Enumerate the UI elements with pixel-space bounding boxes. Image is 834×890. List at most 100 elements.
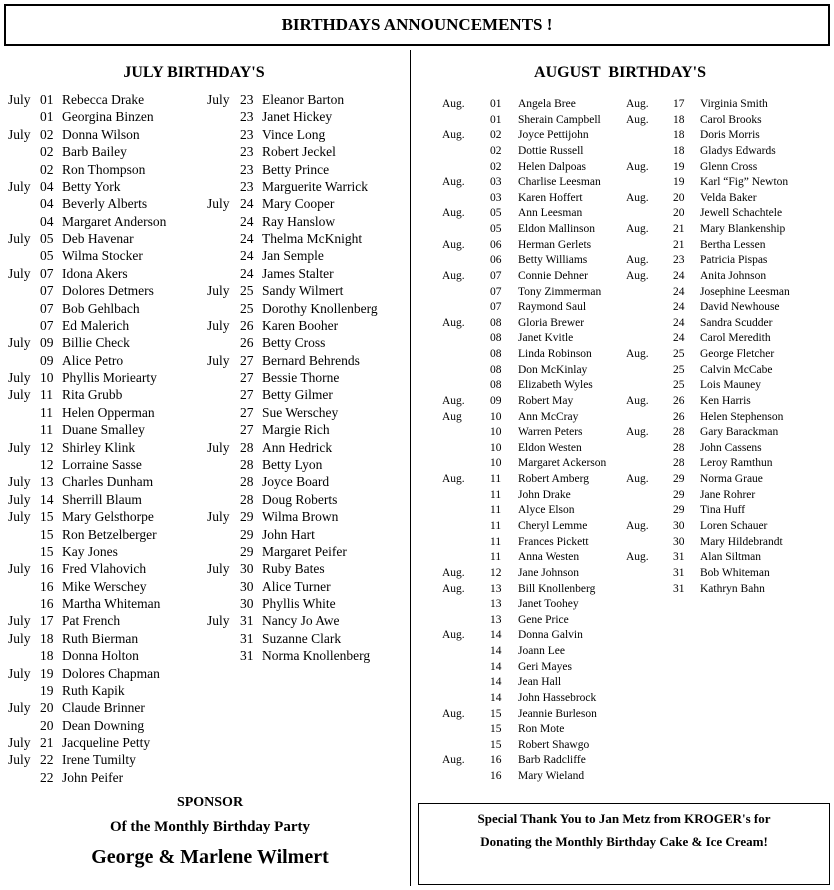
birthday-name: Karen Hoffert [518,191,583,204]
birthday-month: July [8,265,31,281]
birthday-name: Sherrill Blaum [62,491,142,507]
birthday-name: Jan Semple [262,248,324,264]
birthday-name: Eldon Westen [518,441,582,454]
birthday-name: Karen Booher [262,317,339,333]
birthday-name: Ruth Kapik [62,682,125,698]
birthday-name: Robert Shawgo [518,738,590,751]
birthday-name: Carol Brooks [700,113,762,126]
birthday-name: Carol Meredith [700,332,771,345]
thank-you-box: Special Thank You to Jan Metz from KROGE… [418,803,830,885]
birthday-day: 30 [240,561,254,577]
birthday-day: 23 [240,144,254,160]
column-divider [410,50,411,886]
birthday-name: Jewell Schachtele [700,207,783,220]
birthday-name: Cheryl Lemme [518,520,588,532]
birthday-day: 12 [490,566,502,579]
birthday-day: 11 [490,488,502,501]
birthday-name: Sandra Scudder [700,316,773,329]
birthday-day: 09 [40,335,54,351]
thank-you-line-1: Special Thank You to Jan Metz from KROGE… [477,811,771,826]
birthday-name: Dorothy Knollenberg [262,300,378,316]
birthday-name: Loren Schauer [700,520,768,532]
birthday-month: July [8,613,31,629]
birthday-name: Pat French [62,613,121,629]
birthday-month: July [207,613,230,629]
birthday-name: Rebecca Drake [62,92,145,107]
birthday-day: 11 [490,520,502,532]
birthday-name: John Cassens [700,441,762,454]
birthday-day: 26 [240,335,254,351]
birthday-month: Aug. [626,254,649,267]
birthday-name: Bertha Lessen [700,238,766,251]
birthday-day: 07 [490,285,502,298]
birthday-day: 10 [490,457,502,470]
birthday-name: Mary Wieland [518,770,585,783]
birthday-day: 07 [490,269,502,282]
birthday-day: 24 [240,265,254,281]
birthday-name: Bob Gehlbach [62,300,140,316]
birthday-day: 05 [490,223,502,236]
birthday-day: 14 [490,629,502,642]
birthday-day: 02 [490,144,502,157]
birthday-name: Anita Johnson [700,269,767,282]
birthday-day: 11 [40,387,53,403]
sponsor-line: Of the Monthly Birthday Party [110,819,310,835]
page-title: BIRTHDAYS ANNOUNCEMENTS ! [4,4,830,46]
birthday-day: 19 [673,176,685,189]
birthday-name: Herman Gerlets [518,238,592,251]
birthday-name: Eldon Mallinson [518,223,595,236]
birthday-day: 19 [40,665,54,681]
birthday-name: Sandy Wilmert [262,283,344,299]
birthday-name: Gene Price [518,613,569,626]
birthday-day: 31 [240,630,254,646]
birthday-day: 30 [240,578,254,594]
birthday-day: 23 [673,254,685,267]
birthday-month: July [8,231,31,247]
birthday-day: 08 [490,316,502,329]
birthday-name: Betty Prince [262,161,330,177]
birthday-month: July [8,335,31,351]
july-heading: JULY BIRTHDAY'S [123,64,265,81]
birthday-name: Robert Jeckel [262,144,336,160]
birthday-day: 16 [40,578,54,594]
birthday-day: 29 [240,526,254,542]
birthday-name: Frances Pickett [518,535,589,548]
birthday-name: John Hassebrock [518,691,597,704]
birthday-name: Phyllis White [262,596,336,612]
birthday-month: Aug. [442,473,465,486]
birthday-day: 29 [673,473,685,486]
birthday-name: Billie Check [62,335,130,351]
birthday-day: 11 [40,422,53,438]
birthday-day: 18 [673,113,685,126]
birthday-month: Aug [442,410,462,423]
birthday-name: Ruby Bates [262,561,325,577]
birthday-name: Leroy Ramthun [700,457,773,470]
birthday-name: Betty York [62,178,121,194]
birthday-day: 27 [240,387,254,403]
birthday-day: 02 [490,160,502,173]
birthday-day: 23 [240,126,254,142]
birthday-name: Ann Leesman [518,207,583,220]
birthday-name: Barb Bailey [62,144,127,160]
birthday-name: Dolores Chapman [62,665,160,681]
birthday-day: 25 [673,363,685,376]
birthday-name: Idona Akers [62,265,128,281]
birthday-day: 24 [240,248,254,264]
birthday-day: 28 [673,426,685,439]
sponsor-names: George & Marlene Wilmert [91,846,329,868]
birthday-name: Geri Mayes [518,660,572,673]
birthday-day: 02 [40,126,54,142]
birthday-name: Alice Turner [262,578,331,594]
birthday-month: Aug. [626,551,649,564]
birthday-month: July [8,700,31,716]
birthday-name: Margie Rich [262,422,330,438]
birthday-name: Margaret Ackerson [518,457,607,470]
birthday-name: Jacqueline Petty [62,735,151,751]
birthday-month: July [207,317,230,333]
august-heading: AUGUST BIRTHDAY'S [534,64,706,81]
birthday-day: 16 [40,561,54,577]
birthday-name: Elizabeth Wyles [518,379,593,392]
birthday-month: July [8,491,31,507]
birthday-month: July [8,387,31,403]
birthday-name: Patricia Pispas [700,254,768,267]
